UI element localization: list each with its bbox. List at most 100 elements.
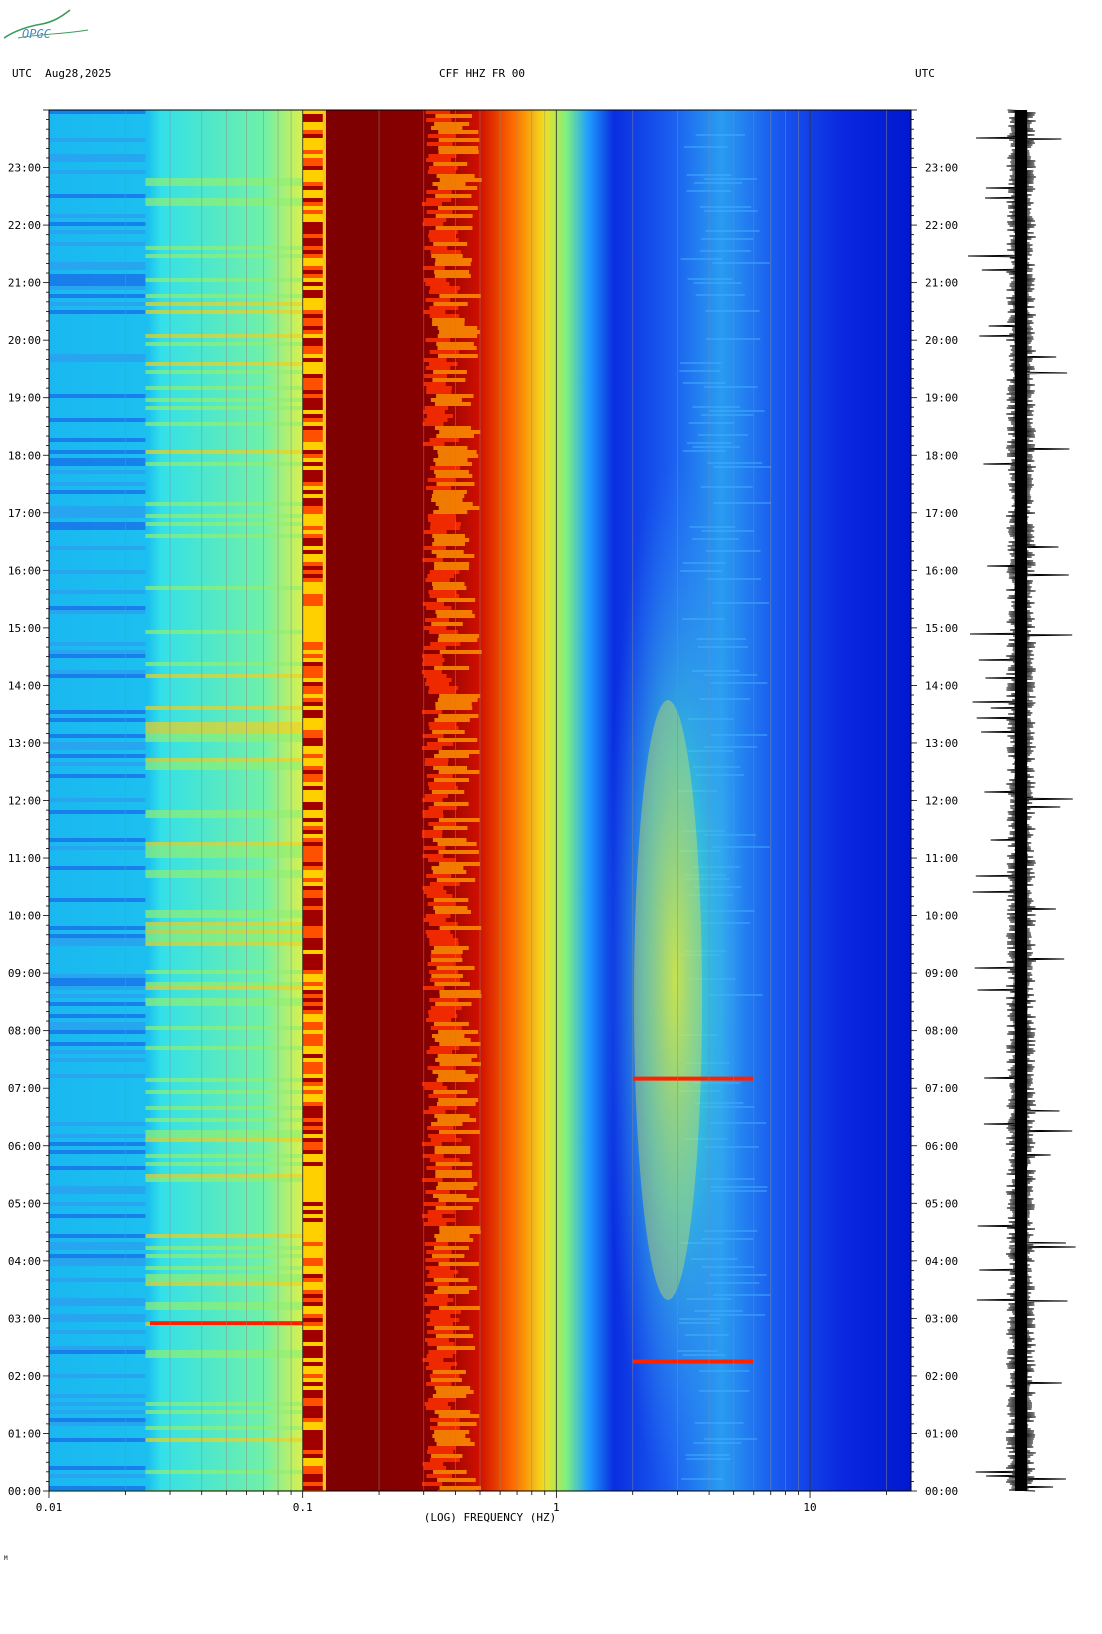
- row-band: [427, 1126, 454, 1130]
- row-band: [302, 494, 323, 498]
- row-band: [708, 410, 765, 412]
- row-band: [422, 710, 443, 714]
- row-band: [425, 682, 450, 686]
- row-band: [430, 954, 462, 958]
- row-band: [302, 962, 323, 966]
- row-band: [145, 1178, 303, 1182]
- row-band: [302, 982, 323, 986]
- row-band: [433, 446, 468, 450]
- row-band: [302, 1070, 323, 1074]
- row-band: [302, 654, 323, 658]
- row-band: [424, 418, 448, 422]
- row-band: [49, 506, 146, 510]
- row-band: [49, 982, 146, 986]
- row-band: [302, 270, 323, 274]
- row-band: [145, 1130, 303, 1134]
- row-band: [438, 1130, 480, 1134]
- row-band: [302, 1246, 323, 1250]
- row-band: [49, 610, 146, 614]
- row-band: [421, 670, 442, 674]
- row-band: [302, 1374, 323, 1378]
- row-band: [426, 210, 453, 214]
- row-band: [145, 942, 303, 946]
- y-tick-label-right: 11:00: [925, 852, 958, 865]
- row-band: [435, 1170, 472, 1174]
- row-band: [434, 778, 469, 782]
- row-band: [705, 310, 760, 312]
- row-band: [49, 1422, 146, 1426]
- row-band: [302, 190, 323, 194]
- y-tick-label-left: 01:00: [8, 1427, 41, 1440]
- row-band: [302, 882, 323, 886]
- y-tick-label-right: 01:00: [925, 1427, 958, 1440]
- row-band: [145, 846, 303, 850]
- row-band: [439, 430, 481, 434]
- row-band: [437, 698, 478, 702]
- row-band: [49, 522, 146, 526]
- row-band: [145, 502, 303, 506]
- row-band: [302, 1250, 323, 1254]
- row-band: [49, 158, 146, 162]
- row-band: [431, 950, 463, 954]
- row-band: [49, 302, 146, 306]
- row-band: [431, 958, 463, 962]
- row-band: [433, 162, 468, 166]
- row-band: [428, 782, 456, 786]
- row-band: [302, 606, 323, 610]
- row-band: [145, 986, 303, 990]
- row-band: [429, 438, 460, 442]
- row-band: [49, 286, 146, 290]
- row-band: [302, 358, 323, 362]
- row-band: [302, 398, 323, 402]
- row-band: [428, 154, 457, 158]
- row-band: [302, 770, 323, 774]
- row-band: [439, 990, 481, 994]
- row-band: [705, 1282, 760, 1284]
- row-band: [691, 538, 740, 540]
- row-band: [302, 274, 323, 278]
- row-band: [145, 342, 303, 346]
- row-band: [435, 114, 473, 118]
- row-band: [429, 882, 460, 886]
- row-band: [438, 1414, 480, 1418]
- y-tick-label-right: 17:00: [925, 507, 958, 520]
- row-band: [49, 1330, 146, 1334]
- row-band: [437, 638, 478, 642]
- row-band: [437, 1422, 477, 1426]
- row-band: [422, 798, 443, 802]
- row-band: [433, 826, 468, 830]
- row-band: [49, 526, 146, 530]
- row-band: [49, 194, 146, 198]
- row-band: [49, 1466, 146, 1470]
- row-band: [302, 778, 323, 782]
- row-band: [439, 1226, 481, 1230]
- row-band: [302, 1390, 323, 1394]
- row-band: [145, 1138, 303, 1142]
- y-tick-label-right: 16:00: [925, 564, 958, 577]
- row-band: [434, 470, 469, 474]
- row-band: [49, 838, 146, 842]
- row-band: [302, 930, 323, 934]
- row-band: [302, 714, 323, 718]
- row-band: [302, 394, 323, 398]
- row-band: [302, 994, 323, 998]
- row-band: [302, 186, 323, 190]
- row-band: [699, 206, 752, 208]
- row-band: [145, 722, 303, 726]
- row-band: [695, 134, 745, 136]
- row-band: [693, 1442, 742, 1444]
- row-band: [49, 266, 146, 270]
- row-band: [302, 1354, 323, 1358]
- row-band: [302, 454, 323, 458]
- row-band: [426, 1322, 453, 1326]
- row-band: [49, 1302, 146, 1306]
- row-band: [302, 122, 323, 126]
- row-band: [302, 1194, 323, 1198]
- row-band: [426, 142, 453, 146]
- row-band: [302, 862, 323, 866]
- y-tick-label-left: 15:00: [8, 622, 41, 635]
- row-band: [302, 950, 323, 954]
- row-band: [302, 666, 323, 670]
- y-tick-label-right: 20:00: [925, 334, 958, 347]
- row-band: [432, 838, 467, 842]
